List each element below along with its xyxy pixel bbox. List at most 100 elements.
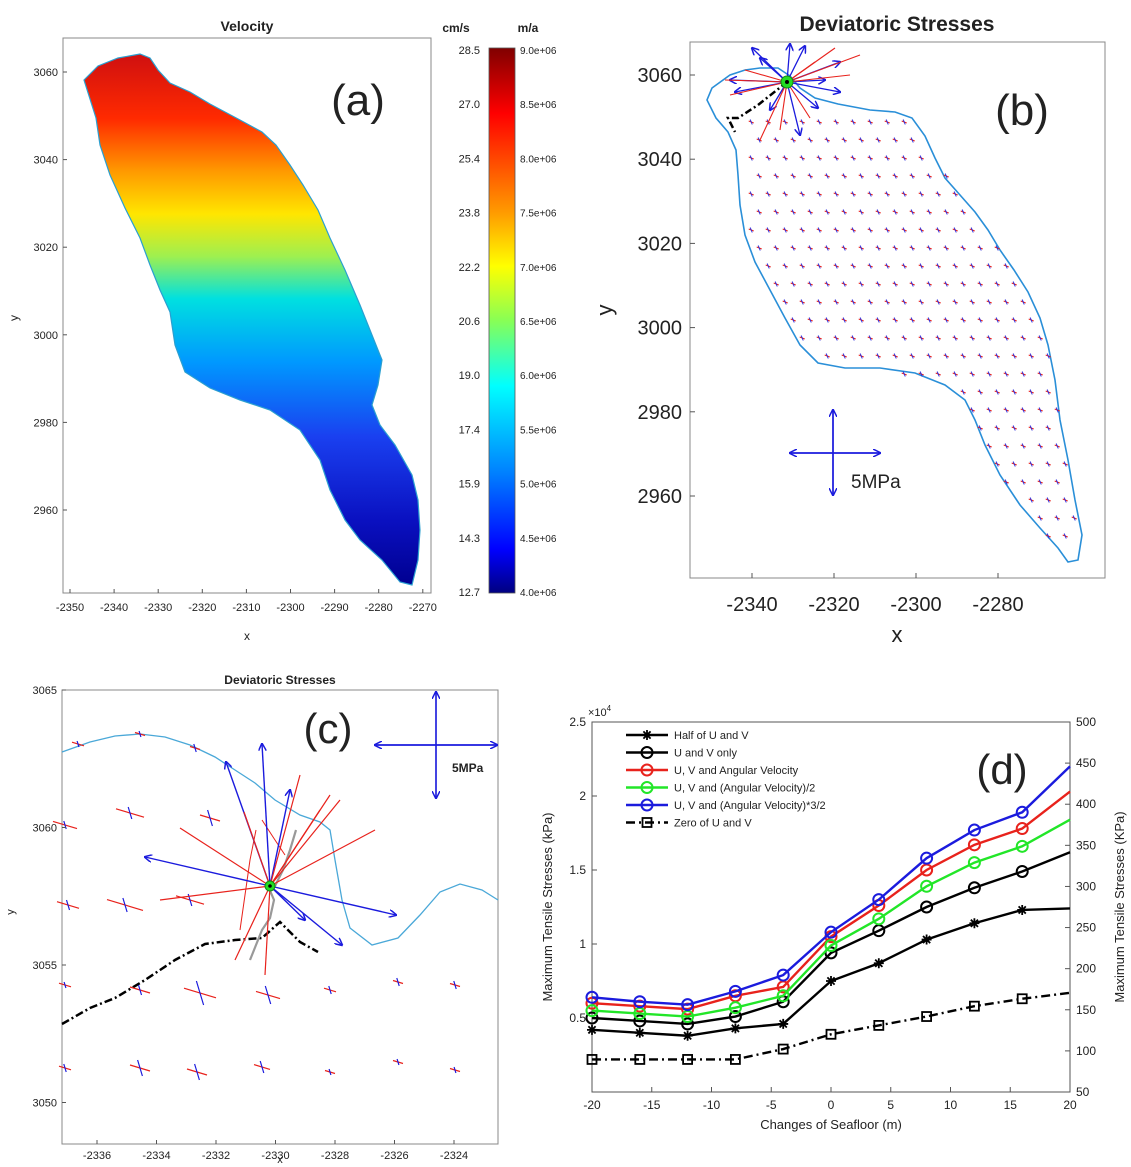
data-point bbox=[730, 1023, 741, 1034]
stress-cross-blue bbox=[1046, 389, 1050, 395]
stress-cross-blue bbox=[825, 137, 829, 143]
stress-cross-blue bbox=[970, 299, 974, 305]
stress-cross-blue bbox=[936, 335, 940, 341]
stress-arrow-red bbox=[269, 809, 321, 887]
stress-cross-blue bbox=[1055, 515, 1059, 521]
data-point bbox=[586, 1054, 598, 1065]
data-point bbox=[969, 918, 980, 929]
colorbar-right-tick: 9.0e+06 bbox=[520, 46, 557, 57]
stress-crosses bbox=[748, 119, 1077, 539]
stress-cross-blue bbox=[970, 263, 974, 269]
panel-b-scale-label: 5MPa bbox=[851, 472, 901, 493]
stress-cross-blue bbox=[766, 155, 770, 161]
stress-cross-blue bbox=[1029, 389, 1033, 395]
colorbar-left-tick: 28.5 bbox=[459, 45, 480, 57]
stress-cross-blue bbox=[193, 743, 197, 753]
stress-cross-blue bbox=[76, 740, 80, 748]
panel-c-x-ticks: -2336 -2334 -2332 -2330 -2328 -2326 -2324 bbox=[83, 1140, 468, 1162]
colorbar-left-tick: 17.4 bbox=[459, 424, 480, 436]
y-tick-label: 2980 bbox=[638, 402, 683, 424]
y-tick-label: 3040 bbox=[638, 149, 683, 171]
stress-cross-blue bbox=[808, 137, 812, 143]
stress-cross-blue bbox=[825, 353, 829, 359]
y-tick-label: 2.5 bbox=[569, 715, 586, 729]
stress-cross-blue bbox=[987, 263, 991, 269]
stress-cross-blue bbox=[791, 137, 795, 143]
x-tick-label: -15 bbox=[643, 1098, 661, 1112]
stress-cross-blue bbox=[919, 335, 923, 341]
panel-c-stress-burst bbox=[145, 744, 396, 976]
stress-cross-blue bbox=[774, 281, 778, 287]
stress-cross-blue bbox=[842, 317, 846, 323]
data-point bbox=[1015, 864, 1029, 878]
stress-arrow-blue bbox=[786, 81, 818, 108]
stress-cross-blue bbox=[1004, 479, 1008, 485]
legend: Half of U and V U and V only U, V and Angu… bbox=[626, 730, 826, 830]
stress-cross-blue bbox=[791, 245, 795, 251]
panel-b-xlabel: x bbox=[892, 622, 903, 647]
panel-c-axes bbox=[61, 689, 499, 1145]
stress-cross-blue bbox=[910, 245, 914, 251]
stress-cross-blue bbox=[859, 281, 863, 287]
data-point bbox=[1015, 805, 1029, 819]
stress-cross-blue bbox=[1004, 335, 1008, 341]
stress-cross-blue bbox=[978, 353, 982, 359]
panel-c-label: (c) bbox=[304, 705, 353, 752]
stress-cross-blue bbox=[766, 263, 770, 269]
panel-b-ylabel: y bbox=[592, 305, 617, 316]
data-point bbox=[920, 879, 934, 893]
stress-cross-blue bbox=[868, 335, 872, 341]
stress-cross-blue bbox=[944, 317, 948, 323]
stress-arrow-red bbox=[234, 885, 271, 961]
stress-cross-blue bbox=[970, 335, 974, 341]
stress-cross-blue bbox=[944, 173, 948, 179]
series-line bbox=[592, 991, 1071, 1061]
stress-cross-blue bbox=[893, 173, 897, 179]
data-point bbox=[640, 781, 654, 794]
stress-cross-blue bbox=[885, 155, 889, 161]
x-tick-label: 20 bbox=[1063, 1098, 1077, 1112]
stress-cross-blue bbox=[757, 245, 761, 251]
stress-cross-blue bbox=[859, 353, 863, 359]
stress-arrow-red bbox=[779, 81, 788, 131]
x-tick-label: -5 bbox=[766, 1098, 777, 1112]
stress-cross-blue bbox=[953, 299, 957, 305]
data-point bbox=[778, 1018, 789, 1029]
data-point bbox=[872, 912, 886, 926]
stress-cross-blue bbox=[876, 245, 880, 251]
data-point bbox=[640, 798, 654, 812]
stress-cross-blue bbox=[791, 209, 795, 215]
stress-cross-blue bbox=[817, 299, 821, 305]
stress-cross-blue bbox=[783, 263, 787, 269]
stress-cross-blue bbox=[944, 353, 948, 359]
colorbar-right-tick: 7.0e+06 bbox=[520, 263, 557, 274]
colorbar-left-tick: 19.0 bbox=[459, 370, 480, 382]
stress-cross-blue bbox=[1055, 407, 1059, 413]
x-tick-label: -2334 bbox=[142, 1150, 170, 1162]
x-tick-label: -2270 bbox=[409, 602, 437, 614]
panel-b: Deviatoric Stresses (b) 5MPa -2340 -2320-… bbox=[592, 13, 1106, 647]
x-tick-label: -10 bbox=[703, 1098, 721, 1112]
x-tick-label: -20 bbox=[583, 1098, 601, 1112]
stress-cross-blue bbox=[995, 461, 999, 467]
stress-cross-blue bbox=[1012, 353, 1016, 359]
stress-cross-blue bbox=[453, 1066, 457, 1074]
colorbar-right-tick: 7.5e+06 bbox=[520, 209, 557, 220]
panel-a: Velocity (a) -2350 -2340 -2330 -2320 -2310 -2… bbox=[7, 18, 557, 643]
stress-cross-blue bbox=[902, 299, 906, 305]
stress-arrow-blue bbox=[145, 857, 271, 887]
stress-cross-blue bbox=[1063, 533, 1067, 539]
stress-cross-blue bbox=[902, 335, 906, 341]
stress-cross-blue bbox=[1029, 317, 1033, 323]
stress-arrow-blue bbox=[262, 744, 271, 887]
stress-cross-blue bbox=[834, 119, 838, 125]
stress-cross-blue bbox=[893, 317, 897, 323]
stress-cross-blue bbox=[987, 443, 991, 449]
coastline bbox=[61, 733, 499, 946]
stress-cross-blue bbox=[1029, 497, 1033, 503]
stress-cross-blue bbox=[978, 245, 982, 251]
stress-cross-blue bbox=[936, 371, 940, 377]
colorbar-left-tick: 12.7 bbox=[459, 587, 480, 599]
series-line bbox=[591, 790, 1071, 1011]
colorbar-left-tick: 23.8 bbox=[459, 208, 480, 220]
